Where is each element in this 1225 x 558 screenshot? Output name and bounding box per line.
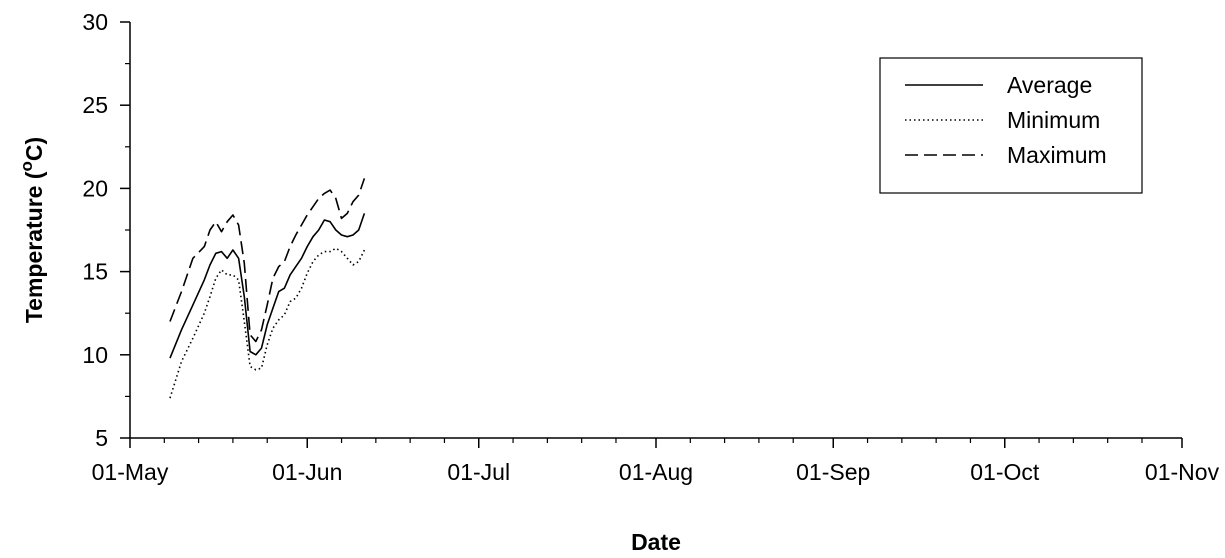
x-tick-label: 01-Sep [796, 459, 870, 485]
x-tick-label: 01-Nov [1145, 459, 1220, 485]
legend-box [879, 57, 1143, 194]
y-tick-label: 10 [82, 342, 108, 368]
series-line-average [169, 213, 366, 359]
y-axis-title: Temperature (oC) [17, 137, 47, 323]
series-lines [169, 178, 366, 399]
x-tick-label: 01-Aug [619, 459, 693, 485]
series-line-maximum [169, 178, 366, 343]
x-tick-label: 01-Oct [970, 459, 1040, 485]
x-axis-title: Date [631, 529, 681, 555]
legend-label-average: Average [1007, 72, 1092, 98]
y-tick-label: 5 [95, 425, 108, 451]
y-tick-label: 15 [82, 259, 108, 285]
y-tick-label: 25 [82, 92, 108, 118]
x-tick-label: 01-May [92, 459, 169, 485]
legend: Average Minimum Maximum [879, 57, 1143, 194]
legend-label-maximum: Maximum [1007, 142, 1107, 168]
x-tick-label: 01-Jul [447, 459, 510, 485]
x-tick-label: 01-Jun [272, 459, 342, 485]
y-tick-label: 30 [82, 9, 108, 35]
axis-ticks: 5 10 15 20 25 30 01-May 01-Jun 01-Jul 01-Aug 01-Se… [82, 9, 1219, 485]
legend-label-minimum: Minimum [1007, 107, 1100, 133]
y-tick-label: 20 [82, 175, 108, 201]
